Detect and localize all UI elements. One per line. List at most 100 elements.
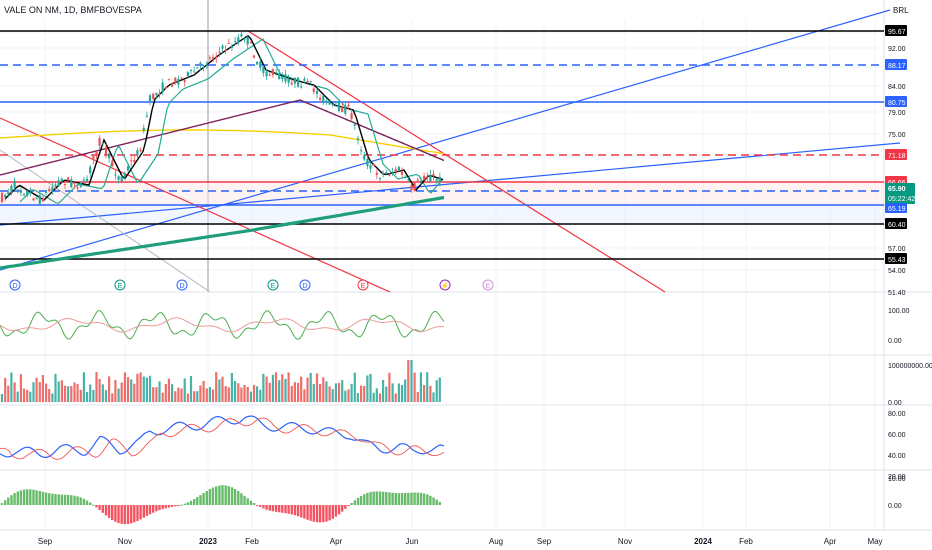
momentum-bar: [70, 495, 73, 505]
volume-bar: [120, 382, 123, 402]
candle-body: [82, 179, 85, 181]
volume-bar: [95, 372, 98, 402]
candle-body: [86, 178, 89, 182]
event-marker-label-1: E: [118, 283, 123, 290]
momentum-bar: [243, 495, 246, 505]
candle-body: [315, 90, 319, 94]
x-tick-1: Nov: [118, 537, 132, 546]
price-label-0: 95.67: [888, 29, 906, 36]
momentum-bar: [227, 486, 230, 505]
volume-bar: [432, 392, 435, 402]
momentum-bar: [133, 505, 136, 523]
event-marker-5: [357, 279, 369, 291]
momentum-bar: [22, 489, 26, 505]
zone-red: [0, 183, 884, 205]
momentum-bar: [265, 505, 268, 510]
momentum-bar: [92, 504, 95, 506]
price-label-box-7: [885, 218, 907, 229]
momentum-bar: [73, 495, 76, 505]
event-marker-label-7: E: [486, 283, 491, 290]
ema-green: [19, 38, 444, 204]
volume-bar: [284, 379, 287, 402]
candle-body: [331, 104, 334, 106]
x-tick-10: Feb: [739, 537, 753, 546]
candle-body: [32, 198, 35, 200]
time-axis: Sep Nov 2023 Feb Apr Jun Aug Sep Nov 2024 Feb Apr Ma…: [38, 537, 883, 546]
level-box-extra: [885, 203, 907, 213]
momentum-bar: [259, 505, 262, 507]
candle-body: [158, 93, 161, 95]
volume-bar: [300, 376, 303, 402]
candle-body: [278, 73, 281, 80]
volume-bar: [293, 382, 296, 402]
candle-body: [161, 82, 164, 92]
y-tick-pane4-0: 10.00: [888, 476, 906, 483]
momentum-bar: [363, 494, 366, 505]
volume-bar: [86, 392, 89, 402]
volume-bar: [407, 360, 410, 402]
momentum-bar: [4, 500, 7, 505]
candle-body: [196, 67, 199, 69]
volume-bar: [353, 372, 356, 402]
candle-body: [234, 41, 237, 42]
candle-body: [60, 178, 63, 182]
volume-bar: [281, 374, 284, 402]
candle-body: [322, 95, 325, 102]
volume-bar: [7, 385, 10, 402]
candle-body: [117, 176, 120, 180]
momentum-bar: [315, 505, 319, 523]
candle-body: [400, 171, 404, 175]
momentum-bar: [224, 485, 227, 505]
momentum-bar: [435, 499, 438, 505]
momentum-bar: [334, 505, 338, 517]
candle-body: [382, 173, 385, 175]
momentum-bar: [117, 505, 120, 524]
momentum-bar: [252, 503, 256, 505]
volume-bar: [126, 377, 130, 402]
volume-bar: [19, 374, 22, 402]
volume-bar: [45, 383, 48, 402]
volume-bar: [35, 377, 38, 402]
candle-body: [237, 37, 240, 44]
momentum-bar: [432, 497, 435, 505]
momentum-bar: [57, 494, 60, 505]
candle-body: [407, 179, 410, 181]
event-marker-label-6: ⚡: [441, 281, 450, 290]
volume-bar: [145, 377, 148, 402]
candle-body: [432, 173, 435, 176]
momentum-bar: [139, 505, 142, 520]
ema-purple: [0, 99, 445, 176]
momentum-bar: [246, 498, 249, 505]
event-marker-label-2: D: [179, 283, 184, 290]
trend-line-long: [0, 9, 891, 271]
momentum-bar: [136, 505, 139, 521]
volume-bar: [268, 382, 271, 402]
event-marker-label-0: D: [12, 283, 17, 290]
candle-body: [350, 113, 353, 120]
candle-body: [274, 72, 278, 74]
volume-bar: [111, 393, 114, 402]
momentum-bar: [82, 498, 86, 505]
candle-body: [13, 180, 16, 188]
volume-bar: [227, 387, 230, 402]
ema-yellow: [0, 129, 445, 155]
candle-body: [183, 80, 186, 82]
x-tick-3: Feb: [245, 537, 259, 546]
candle-body: [290, 82, 293, 85]
candle-body: [297, 77, 300, 87]
momentum-bar: [369, 492, 372, 505]
volume-bar: [290, 385, 293, 402]
price-label-box-8: [885, 253, 907, 264]
volume-bar: [413, 372, 416, 402]
candle-body: [79, 181, 82, 187]
oscillator-slow: [0, 317, 445, 333]
x-tick-2: 2023: [199, 537, 217, 546]
volume-bar: [391, 383, 394, 402]
volume-bar: [328, 386, 331, 402]
candle-body: [57, 180, 60, 186]
momentum-bar: [186, 502, 190, 505]
candle-body: [230, 46, 233, 48]
momentum-bar: [114, 505, 117, 522]
candle-body: [397, 166, 400, 171]
